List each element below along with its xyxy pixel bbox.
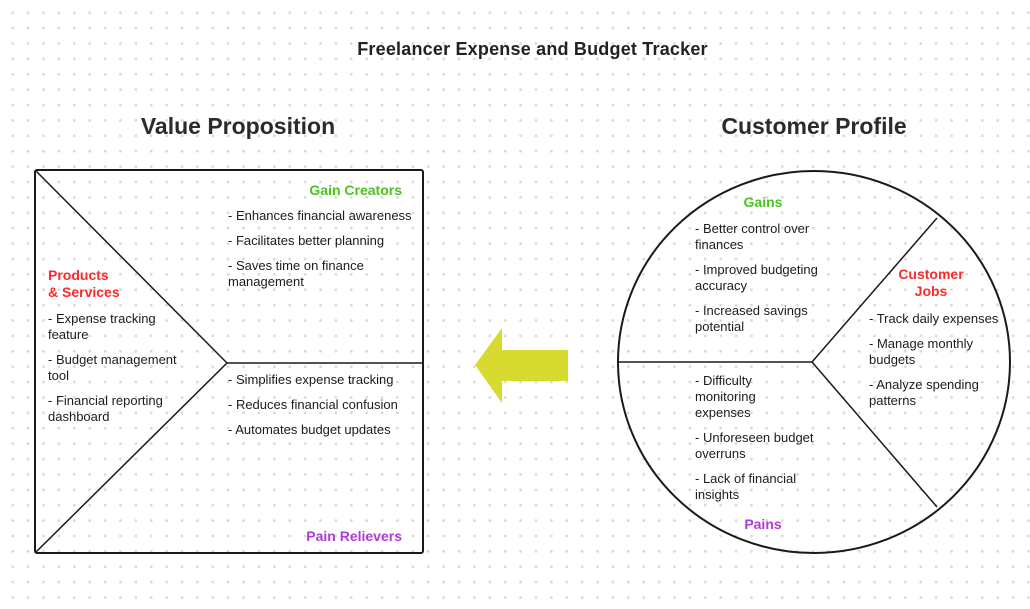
list-item: - Manage monthly budgets [869,336,974,367]
customer-jobs-list: - Track daily expenses - Manage monthly … [869,311,1009,418]
value-proposition-heading: Value Proposition [140,113,336,139]
list-item: - Enhances financial awareness [228,208,412,223]
customer-jobs-label: Customer Jobs [898,266,964,299]
list-item: - Facilitates better planning [228,233,385,248]
list-item: - Better control over finances [695,221,810,252]
list-item: - Financial reporting dashboard [48,393,163,424]
gain-creators-list: - Enhances financial awareness - Facilit… [228,208,426,299]
products-services-list: - Expense tracking feature - Budget mana… [48,311,188,434]
customer-profile-heading: Customer Profile [721,113,907,139]
list-item: - Difficulty monitoring expenses [695,373,756,420]
pain-relievers-list: - Simplifies expense tracking - Reduces … [228,372,426,447]
page-title: Freelancer Expense and Budget Tracker [357,39,708,59]
pain-relievers-label: Pain Relievers [306,528,402,544]
pains-label: Pains [744,516,782,532]
value-proposition-square [34,169,424,554]
gains-label: Gains [743,194,783,210]
list-item: - Track daily expenses [869,311,999,326]
customer-profile-circle [617,170,1011,554]
list-item: - Expense tracking feature [48,311,156,342]
gains-list: - Better control over finances - Improve… [695,221,835,344]
list-item: - Analyze spending patterns [869,377,979,408]
list-item: - Automates budget updates [228,422,391,437]
list-item: - Improved budgeting accuracy [695,262,818,293]
list-item: - Lack of financial insights [695,471,797,502]
list-item: - Simplifies expense tracking [228,372,394,387]
list-item: - Reduces financial confusion [228,397,398,412]
gain-creators-label: Gain Creators [309,182,402,198]
list-item: - Increased savings potential [695,303,808,334]
left-arrow-icon [475,328,568,403]
list-item: - Budget management tool [48,352,177,383]
list-item: - Unforeseen budget overruns [695,430,814,461]
pains-list: - Difficulty monitoring expenses - Unfor… [695,373,825,512]
products-services-label: Products & Services [48,267,120,300]
list-item: - Saves time on finance management [228,258,364,289]
